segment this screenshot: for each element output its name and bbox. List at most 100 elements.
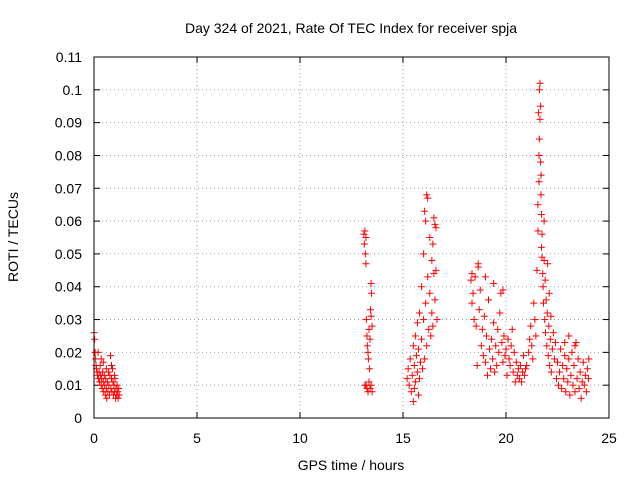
data-point [470,316,478,324]
data-point [420,316,428,324]
data-point [575,384,583,392]
y-tick-label: 0.08 [55,147,82,163]
data-point [418,335,426,343]
data-point [472,322,480,330]
data-point [473,361,481,369]
data-point [411,332,419,340]
data-point [505,355,513,363]
data-point [539,283,547,291]
data-point [563,365,571,373]
data-point [536,79,544,87]
data-point [114,394,122,402]
data-point [115,391,123,399]
data-point [412,352,420,360]
data-point [476,286,484,294]
data-point [550,355,558,363]
data-point [102,365,110,373]
data-point [106,352,114,360]
data-point [362,316,370,324]
data-point [561,339,569,347]
data-point [521,371,529,379]
data-point [420,250,428,258]
data-point [545,322,553,330]
data-point [479,352,487,360]
data-point [361,381,369,389]
data-point [361,250,369,258]
data-point [432,266,440,274]
data-point [527,322,535,330]
data-point [409,398,417,406]
data-point [410,384,418,392]
data-point [367,289,375,297]
data-point [362,234,370,241]
data-point [368,388,376,396]
data-point [421,207,429,215]
data-point [535,135,543,143]
data-point [542,329,550,337]
data-point [411,378,419,386]
data-point [494,325,502,333]
data-point [366,306,374,314]
data-point [512,358,520,366]
data-point [469,289,477,297]
data-point [431,220,439,228]
data-point [491,368,499,376]
data-point [490,319,498,327]
data-point [108,361,116,369]
y-tick-label: 0.07 [55,180,82,196]
data-point [430,214,438,222]
data-point [526,335,534,343]
data-point [428,256,436,264]
data-point [569,381,577,389]
data-point [499,358,507,366]
data-point [433,316,441,324]
data-point [573,375,581,383]
data-point [474,260,482,268]
data-point [422,217,430,225]
data-point [404,365,412,373]
data-point [548,345,556,353]
data-point [535,178,543,186]
y-tick-label: 0 [74,410,82,426]
data-point [432,224,440,232]
x-tick-label: 0 [90,430,98,446]
data-point [428,309,436,317]
data-point [585,355,593,363]
data-point [504,335,512,343]
data-point [567,371,575,379]
data-point [492,342,500,350]
y-tick-label: 0.09 [55,115,82,131]
data-point [410,361,418,369]
data-point [365,365,373,373]
data-point [424,194,432,202]
data-point [584,375,592,383]
data-point [535,109,543,117]
data-point [115,384,123,392]
data-point [361,227,369,235]
data-point [511,378,519,386]
axis-ticks: 0 5 10 15 20 25 0 0.01 0.02 0.03 0.04 0.05 0.06 0.07 0… [55,49,617,446]
data-point [363,332,371,340]
data-point [576,368,584,376]
data-point [407,388,415,396]
data-point [489,355,497,363]
data-point [408,371,416,379]
data-point [540,256,548,264]
data-point [551,339,559,347]
data-point [517,378,525,386]
data-point [502,345,510,353]
data-point [537,211,545,219]
data-point [570,361,578,369]
data-point [558,384,566,392]
data-point [507,342,515,350]
data-point [418,283,426,291]
data-point [91,335,99,343]
y-axis-label: ROTI / TECUs [5,192,21,282]
y-tick-label: 0.06 [55,213,82,229]
data-point [405,381,413,389]
data-point [546,361,554,369]
data-point [574,355,582,363]
data-point [534,227,542,235]
data-point [528,342,536,350]
